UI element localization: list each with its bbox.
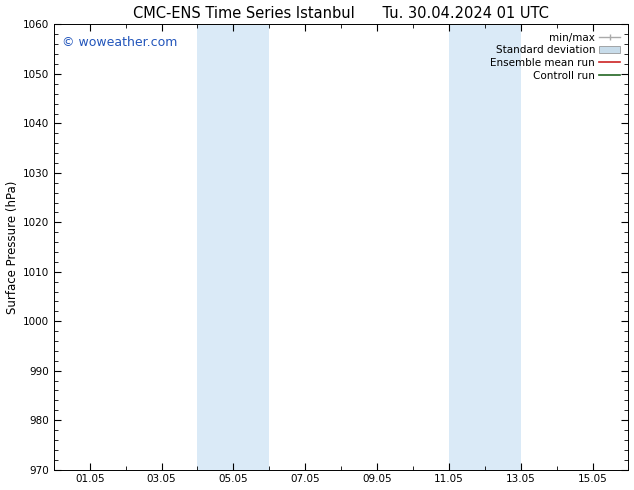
- Legend: min/max, Standard deviation, Ensemble mean run, Controll run: min/max, Standard deviation, Ensemble me…: [488, 30, 623, 84]
- Bar: [449, 24, 521, 469]
- Text: © woweather.com: © woweather.com: [63, 36, 178, 49]
- Y-axis label: Surface Pressure (hPa): Surface Pressure (hPa): [6, 180, 18, 314]
- Bar: [197, 24, 269, 469]
- Title: CMC-ENS Time Series Istanbul      Tu. 30.04.2024 01 UTC: CMC-ENS Time Series Istanbul Tu. 30.04.2…: [133, 5, 549, 21]
